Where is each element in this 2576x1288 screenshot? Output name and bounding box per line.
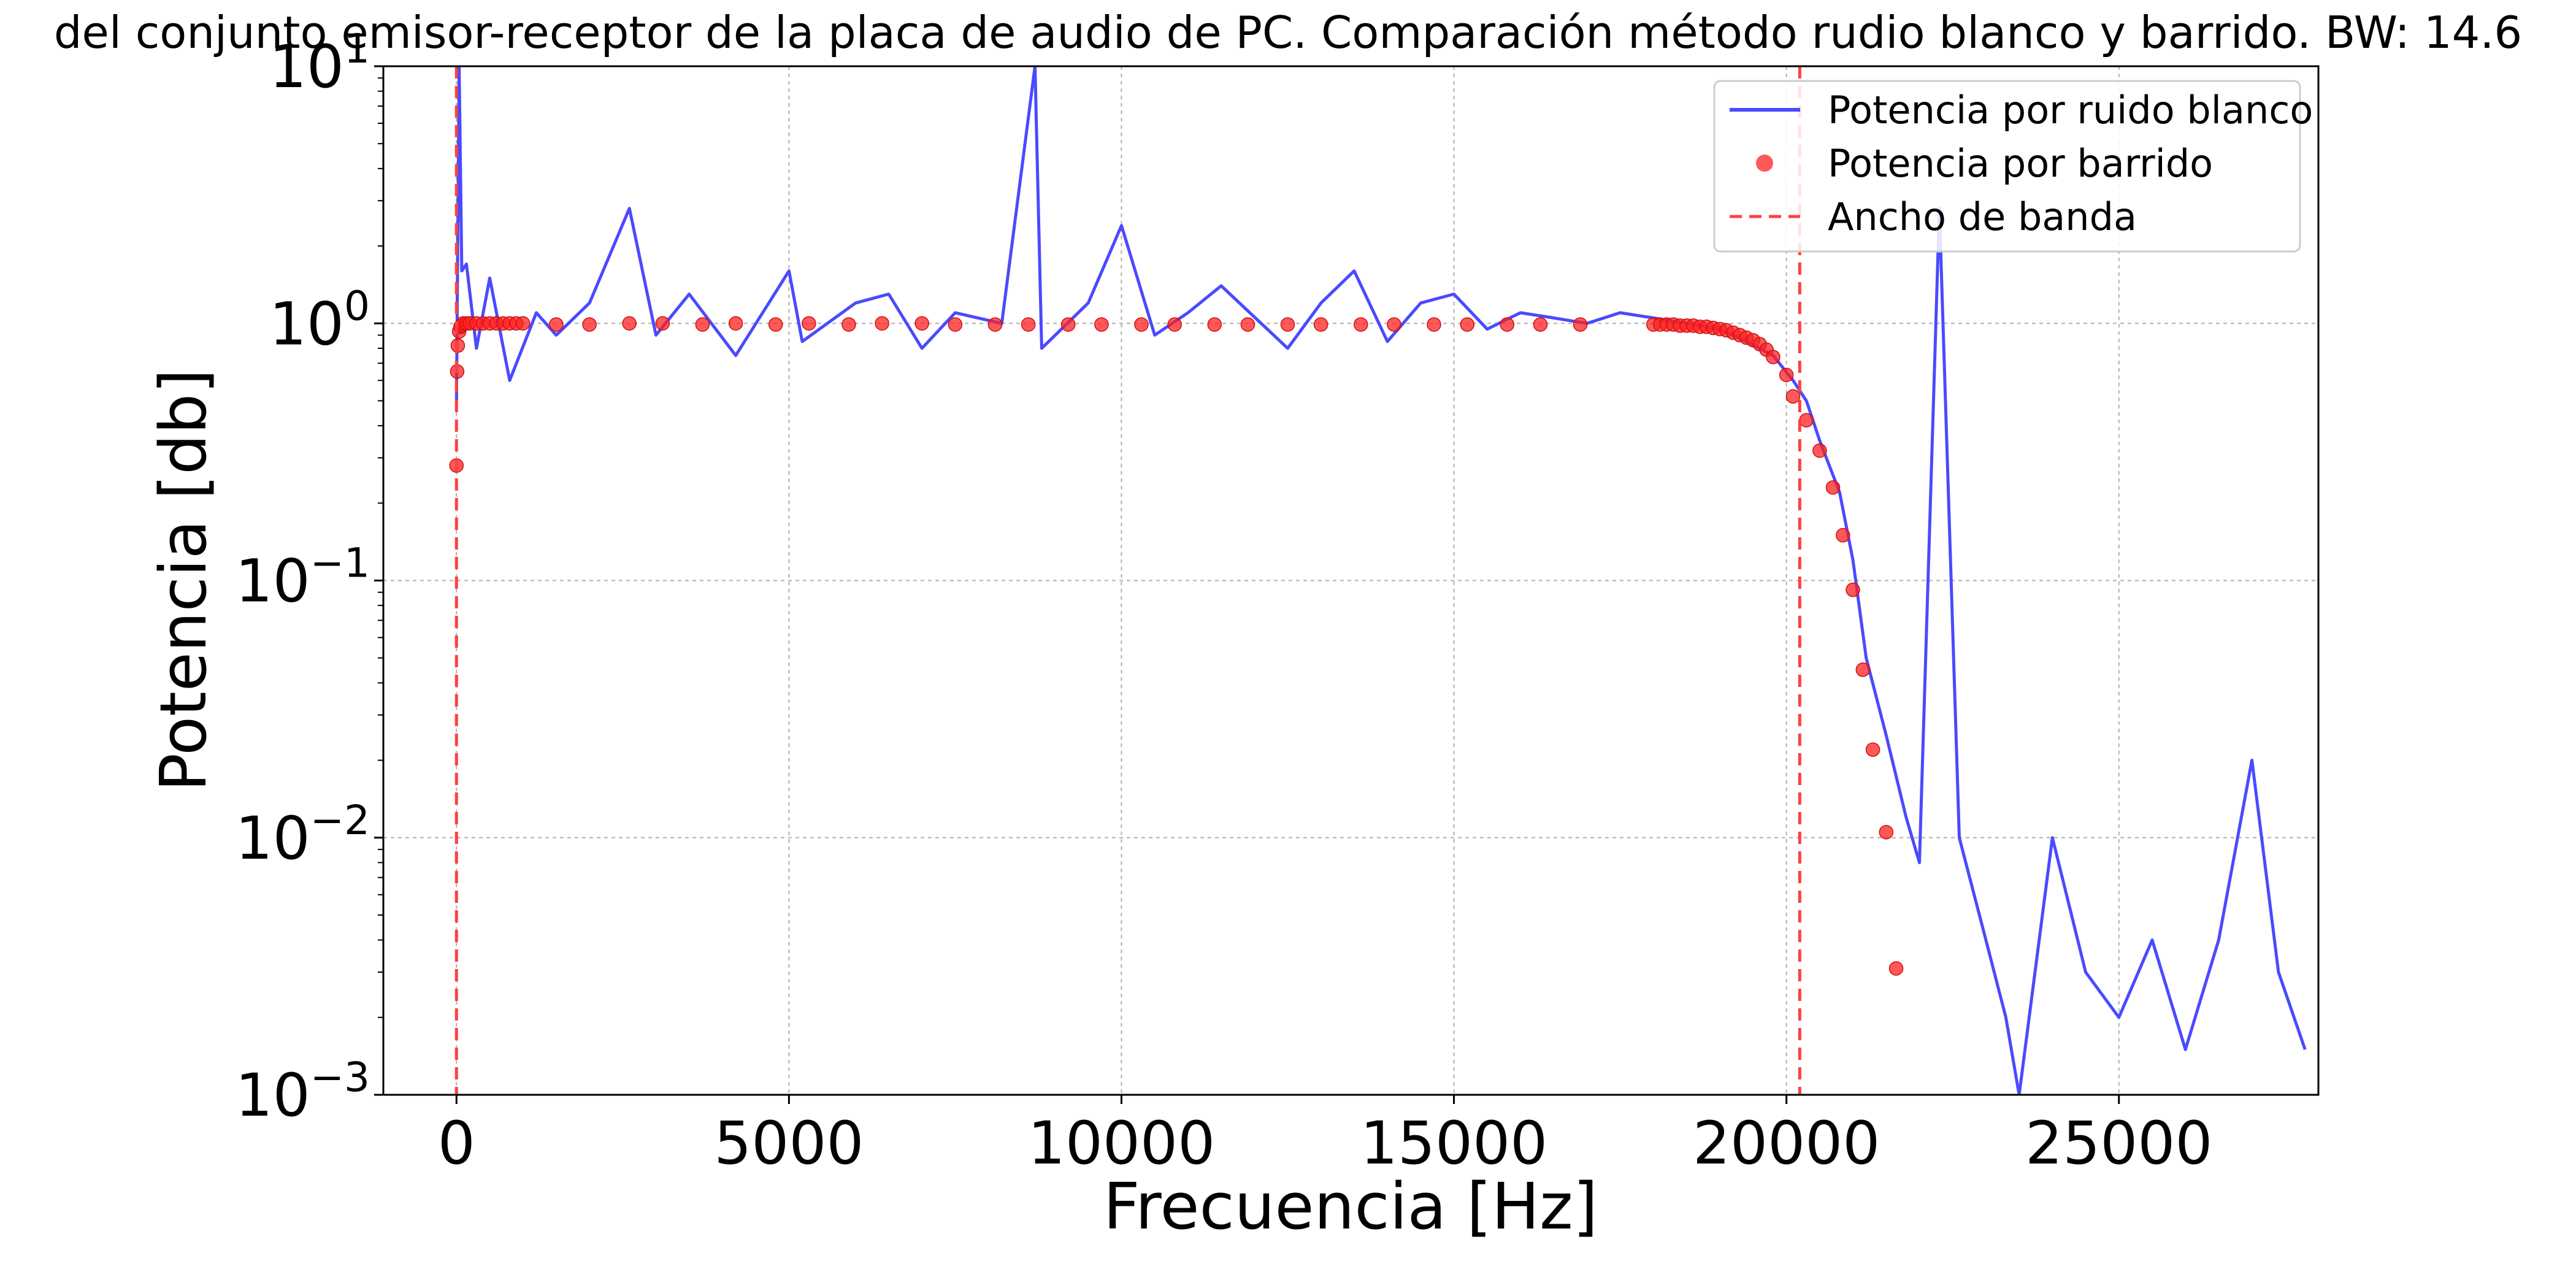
data-point-barrido <box>914 316 929 331</box>
data-point-barrido <box>1427 317 1441 332</box>
chart-title: del conjunto emisor-receptor de la placa… <box>54 7 2522 58</box>
data-point-barrido <box>1021 317 1036 332</box>
data-point-barrido <box>1573 317 1588 332</box>
legend-box <box>1713 80 2301 253</box>
data-point-barrido <box>1313 317 1328 332</box>
data-point-barrido <box>1836 527 1850 543</box>
data-point-barrido <box>1240 317 1255 332</box>
data-point-barrido <box>1207 317 1222 332</box>
data-point-barrido <box>1500 317 1515 332</box>
series-layer <box>449 66 2307 1095</box>
x-axis-ticks: 0 5000 10000 15000 20000 25000 <box>438 1095 2212 1178</box>
data-point-barrido <box>875 316 889 331</box>
data-point-barrido <box>802 316 816 331</box>
x-tick-label: 20000 <box>1693 1109 1880 1178</box>
legend-label: Potencia por ruido blanco <box>1828 88 2313 132</box>
data-point-barrido <box>1280 317 1295 332</box>
y-tick-label: 10−2 <box>236 797 370 873</box>
data-point-barrido <box>1799 413 1814 427</box>
data-point-barrido <box>1785 389 1801 404</box>
x-axis-label: Frecuencia [Hz] <box>1103 1169 1598 1244</box>
x-tick-label: 5000 <box>714 1109 864 1178</box>
y-tick-label: 10−3 <box>236 1054 370 1130</box>
y-tick-label: 100 <box>269 282 370 358</box>
data-point-barrido <box>1766 350 1781 364</box>
data-point-barrido <box>515 316 531 331</box>
data-point-barrido <box>987 317 1003 332</box>
legend-label: Ancho de banda <box>1828 194 2137 239</box>
data-point-barrido <box>1094 317 1109 332</box>
data-point-barrido <box>948 317 963 332</box>
data-point-barrido <box>1865 742 1880 757</box>
data-point-barrido <box>1134 317 1149 332</box>
data-point-barrido <box>1387 317 1401 332</box>
data-point-barrido <box>1879 825 1894 840</box>
data-point-barrido <box>1167 317 1182 332</box>
x-tick-label: 15000 <box>1360 1109 1547 1178</box>
data-point-barrido <box>1533 317 1548 332</box>
data-point-barrido <box>1846 582 1860 597</box>
data-point-barrido <box>728 316 743 331</box>
y-axis-ticks: 101 100 10−1 10−2 10−3 <box>236 25 383 1130</box>
data-point-barrido <box>622 316 637 331</box>
y-tick-label: 10−1 <box>236 540 370 616</box>
y-tick-label: 101 <box>269 25 370 101</box>
data-point-barrido <box>1460 317 1474 332</box>
data-point-barrido <box>1779 367 1794 383</box>
x-tick-label: 25000 <box>2025 1109 2212 1178</box>
data-point-barrido <box>1812 443 1827 458</box>
y-axis-label: Potencia [db] <box>146 369 221 791</box>
x-tick-label: 0 <box>438 1109 475 1178</box>
data-point-barrido <box>841 317 856 332</box>
data-point-barrido <box>582 317 597 332</box>
data-point-barrido <box>695 317 710 332</box>
legend: Potencia por ruido blanco Potencia por ba… <box>1713 80 2313 253</box>
legend-marker-icon <box>1756 155 1773 172</box>
data-point-barrido <box>768 317 783 332</box>
data-point-barrido <box>1060 317 1076 332</box>
series-line-ruido-blanco <box>454 66 2307 1095</box>
data-point-barrido <box>1825 480 1841 495</box>
data-point-barrido <box>549 317 564 332</box>
data-point-barrido <box>1888 961 1904 976</box>
legend-label: Potencia por barrido <box>1828 141 2213 186</box>
data-point-barrido <box>1855 662 1871 677</box>
x-tick-label: 10000 <box>1028 1109 1215 1178</box>
data-point-barrido <box>655 316 670 331</box>
data-point-barrido <box>1354 317 1368 332</box>
